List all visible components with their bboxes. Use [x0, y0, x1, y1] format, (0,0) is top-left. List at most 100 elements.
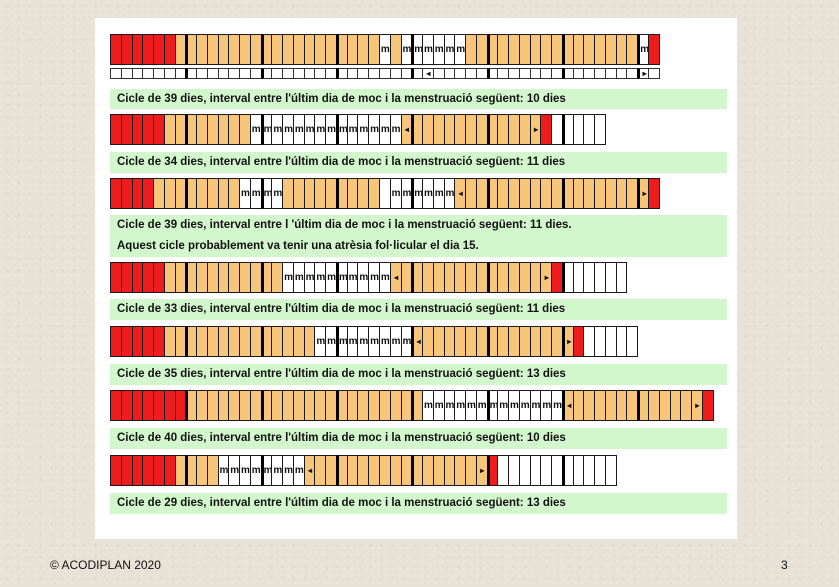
dry-day	[465, 114, 477, 145]
cycle-bar-6: m m m m m m m m m m m m m ◂ ▸	[110, 390, 714, 421]
empty-day	[604, 262, 617, 293]
dry-day	[196, 390, 208, 421]
dry-day	[475, 178, 488, 209]
mucus-day: m	[454, 390, 467, 421]
dry-day	[432, 455, 445, 486]
dry-day	[486, 114, 499, 145]
dry-day	[389, 34, 402, 65]
dry-day	[303, 34, 316, 65]
mucus-day: m	[239, 455, 251, 486]
marker-box	[443, 68, 456, 79]
marker-box	[400, 68, 413, 79]
dry-day	[389, 455, 402, 486]
dry-day	[282, 326, 294, 357]
dry-day	[196, 114, 208, 145]
empty-day	[529, 455, 542, 486]
menstruation-day	[142, 114, 155, 145]
menstruation-day	[131, 455, 144, 486]
marker-box	[432, 68, 445, 79]
empty-day	[583, 114, 596, 145]
marker-box	[217, 68, 230, 79]
dry-day	[411, 390, 424, 421]
empty-day	[583, 262, 596, 293]
menstruation-day	[163, 455, 176, 486]
dry-day	[508, 262, 520, 293]
dry-day	[239, 390, 251, 421]
mucus-day: m	[432, 178, 445, 209]
menstruation-day	[551, 262, 563, 293]
mucus-day: m	[303, 262, 316, 293]
dry-day	[465, 455, 477, 486]
mucus-day: m	[260, 455, 273, 486]
dry-day	[206, 455, 219, 486]
marker-box	[292, 68, 305, 79]
dry-day	[379, 455, 391, 486]
dry-day	[196, 262, 208, 293]
dry-day	[174, 114, 187, 145]
empty-day	[583, 326, 596, 357]
marker-box	[626, 68, 639, 79]
dry-day	[497, 34, 510, 65]
mucus-day: m	[335, 326, 348, 357]
dry-day	[454, 326, 467, 357]
empty-day	[594, 455, 606, 486]
menstruation-day	[110, 326, 122, 357]
cycle-bar-5: m m m m m m m m m ◂ ▸	[110, 326, 639, 357]
empty-day	[615, 262, 628, 293]
cycle-end-marker: ▸	[691, 390, 703, 421]
mucus-day: m	[443, 34, 456, 65]
dry-day	[314, 455, 327, 486]
mucus-day: m	[325, 114, 337, 145]
cycle-end-marker: ▸	[540, 262, 553, 293]
empty-day	[594, 114, 606, 145]
empty-day	[551, 114, 563, 145]
dry-day	[325, 34, 337, 65]
dry-day	[217, 326, 230, 357]
dry-day	[486, 34, 499, 65]
menstruation-day	[142, 455, 155, 486]
marker-box	[465, 68, 477, 79]
dry-day	[637, 390, 649, 421]
menstruation-day	[131, 114, 144, 145]
dry-day	[217, 114, 230, 145]
marker-box	[357, 68, 370, 79]
marker-box	[518, 68, 531, 79]
menstruation-day	[153, 262, 165, 293]
dry-day	[497, 178, 510, 209]
dry-day	[196, 34, 208, 65]
dry-day	[529, 326, 542, 357]
marker-box	[131, 68, 144, 79]
dry-day	[174, 262, 187, 293]
menstruation-day	[120, 455, 133, 486]
mucus-day: m	[325, 262, 337, 293]
cycle-charts-panel: m m m m m m m m ◂ ▸ Cicle de 39 dies, interval ent…	[95, 18, 737, 539]
mucus-day: m	[271, 178, 284, 209]
dry-day	[303, 178, 316, 209]
marker-box	[174, 68, 187, 79]
dry-day	[346, 34, 359, 65]
mucus-day: m	[357, 262, 370, 293]
menstruation-day	[142, 34, 155, 65]
mucus-day: m	[540, 390, 553, 421]
mucus-day: m	[422, 390, 434, 421]
dry-day	[551, 326, 563, 357]
marker-box	[314, 68, 327, 79]
mucus-end-marker: ◂	[561, 390, 574, 421]
dry-day	[551, 34, 563, 65]
marker-box	[572, 68, 585, 79]
marker-box	[185, 68, 198, 79]
dry-day	[368, 455, 380, 486]
dry-day	[648, 390, 660, 421]
dry-day	[680, 390, 693, 421]
mucus-day: m	[422, 178, 434, 209]
menstruation-day	[110, 262, 122, 293]
marker-box	[271, 68, 284, 79]
dry-day	[540, 178, 553, 209]
cycle-bar-2: m m m m m m m m m m m m m m ◂ ▸	[110, 114, 606, 145]
menstruation-day	[120, 390, 133, 421]
dry-day	[185, 455, 198, 486]
caption-line: Aquest cicle probablement va tenir una a…	[117, 240, 479, 252]
empty-day	[604, 455, 617, 486]
dry-day	[422, 326, 434, 357]
dry-day	[335, 455, 348, 486]
